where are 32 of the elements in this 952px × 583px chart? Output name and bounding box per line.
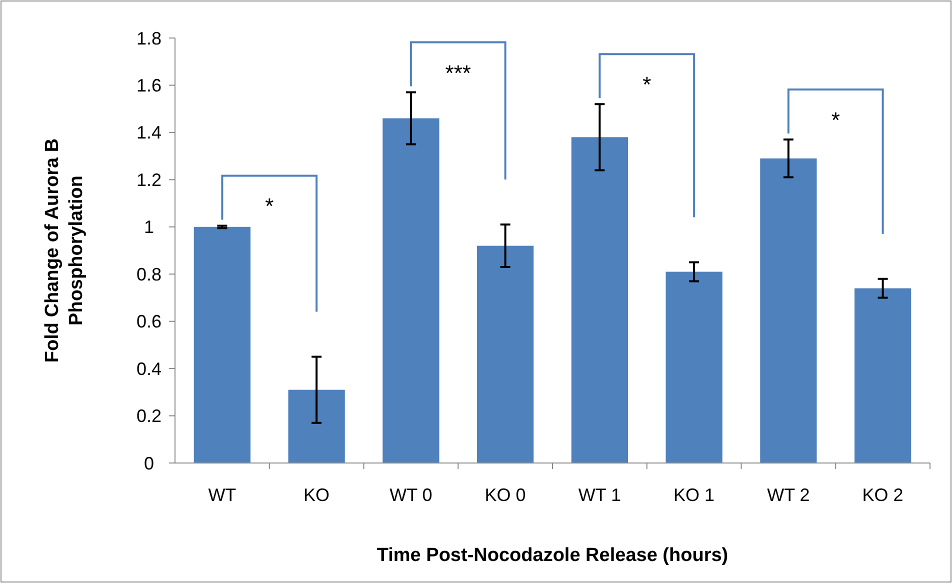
x-tick-label: KO 0 [484, 485, 526, 505]
x-tick-label: KO [304, 485, 330, 505]
y-tick-label: 0.8 [136, 264, 162, 284]
bar [854, 288, 912, 463]
bar [194, 226, 250, 463]
x-tick-label: KO 2 [862, 485, 904, 505]
y-tick-label: 1.4 [136, 122, 162, 143]
bar [382, 118, 440, 463]
y-tick-label: 0.2 [136, 406, 162, 426]
x-tick-label: WT 2 [767, 485, 810, 505]
x-tick-label: WT [208, 485, 236, 505]
y-tick-label: 1.6 [136, 76, 162, 96]
annotation: * [265, 194, 274, 219]
bar [571, 137, 628, 463]
y-tick-label: 1.8 [136, 28, 162, 48]
bar [666, 272, 722, 463]
y-tick-label: 0.6 [136, 312, 162, 332]
x-tick-label: KO 1 [674, 485, 715, 505]
x-axis-title: Time Post-Nocodazole Release (hours) [376, 545, 728, 566]
annotation: * [831, 108, 840, 133]
bar [760, 158, 817, 463]
y-tick-label: 1.2 [136, 170, 162, 190]
annotation: *** [445, 60, 472, 86]
x-tick-label: WT 0 [390, 485, 432, 505]
x-tick-label: WT 1 [578, 485, 622, 505]
bar [477, 246, 534, 463]
bar [288, 390, 345, 463]
y-tick-label: 0.4 [136, 358, 162, 379]
y-tick-label: 0 [144, 453, 154, 474]
y-tick-label: 1 [144, 217, 154, 238]
annotation: * [642, 72, 652, 98]
y-axis-title: Fold Change of Aurora B Phosphorylation [42, 138, 87, 363]
